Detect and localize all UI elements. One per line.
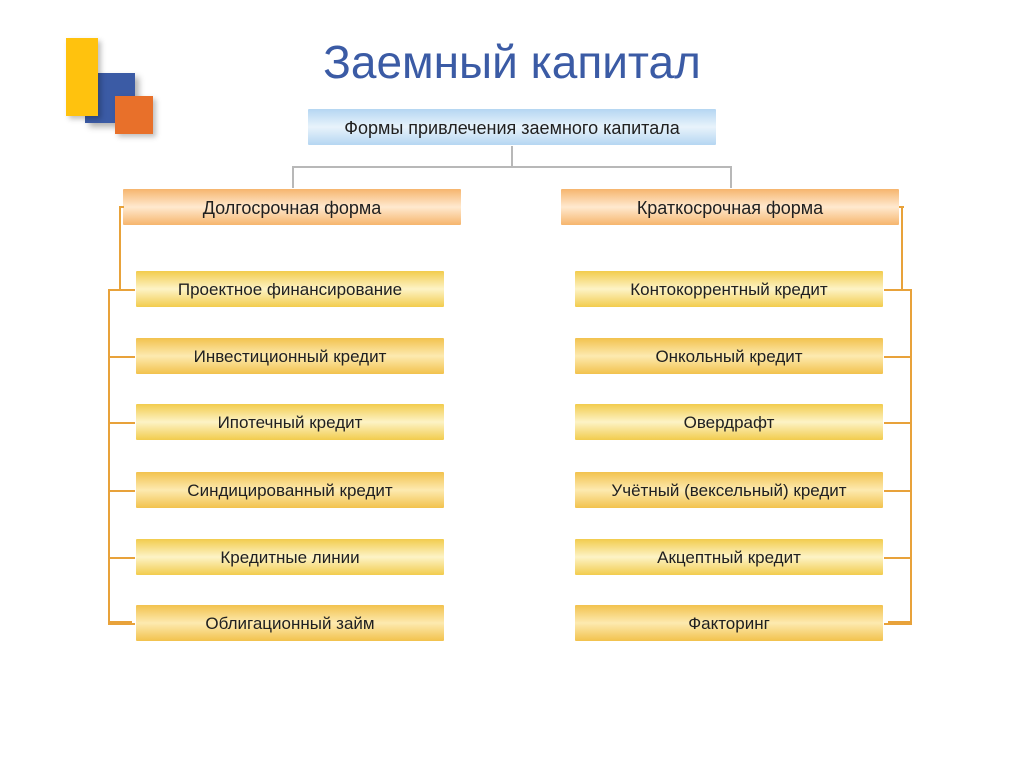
long-term-item-5: Облигационный займ bbox=[135, 604, 445, 642]
connector-horiz bbox=[292, 166, 732, 168]
stem-left-tick bbox=[119, 206, 124, 208]
stem-left bbox=[119, 206, 121, 289]
tick-right-3 bbox=[884, 490, 912, 492]
tick-right-4 bbox=[884, 557, 912, 559]
connector-root-down bbox=[511, 146, 513, 166]
tick-left-4 bbox=[108, 557, 135, 559]
tick-right-0 bbox=[884, 289, 912, 291]
short-term-item-4: Акцептный кредит bbox=[574, 538, 884, 576]
bracket-left bbox=[108, 289, 132, 623]
tick-left-2 bbox=[108, 422, 135, 424]
connector-to-left bbox=[292, 166, 294, 188]
long-term-item-4: Кредитные линии bbox=[135, 538, 445, 576]
connector-to-right bbox=[730, 166, 732, 188]
logo-orange-square bbox=[115, 96, 153, 134]
tick-right-1 bbox=[884, 356, 912, 358]
stem-right bbox=[901, 206, 903, 289]
tick-left-5 bbox=[108, 623, 135, 625]
tick-right-2 bbox=[884, 422, 912, 424]
short-term-item-5: Факторинг bbox=[574, 604, 884, 642]
short-term-item-1: Онкольный кредит bbox=[574, 337, 884, 375]
tick-left-3 bbox=[108, 490, 135, 492]
branch-short-term: Краткосрочная форма bbox=[560, 188, 900, 226]
long-term-item-1: Инвестиционный кредит bbox=[135, 337, 445, 375]
tick-right-5 bbox=[884, 623, 912, 625]
branch-long-term: Долгосрочная форма bbox=[122, 188, 462, 226]
short-term-item-2: Овердрафт bbox=[574, 403, 884, 441]
stem-right-tick bbox=[899, 206, 904, 208]
bracket-right bbox=[888, 289, 912, 623]
page-title: Заемный капитал bbox=[0, 35, 1024, 89]
tick-left-1 bbox=[108, 356, 135, 358]
tick-left-0 bbox=[108, 289, 135, 291]
long-term-item-3: Синдицированный кредит bbox=[135, 471, 445, 509]
short-term-item-3: Учётный (вексельный) кредит bbox=[574, 471, 884, 509]
root-node: Формы привлечения заемного капитала bbox=[307, 108, 717, 146]
long-term-item-2: Ипотечный кредит bbox=[135, 403, 445, 441]
long-term-item-0: Проектное финансирование bbox=[135, 270, 445, 308]
short-term-item-0: Контокоррентный кредит bbox=[574, 270, 884, 308]
